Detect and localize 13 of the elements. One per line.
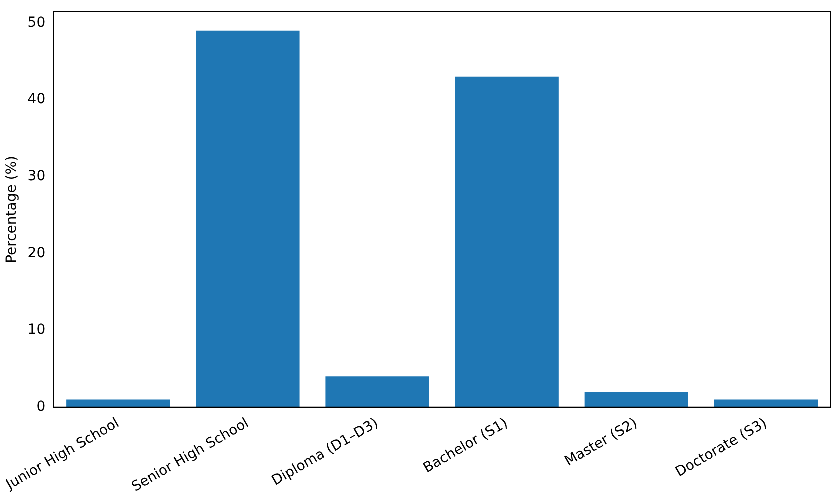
bar	[196, 30, 300, 408]
y-tick-label: 30	[28, 168, 46, 184]
bar	[326, 376, 430, 408]
y-tick-label: 40	[28, 92, 46, 108]
y-tick-label: 50	[28, 14, 46, 31]
bar	[714, 400, 818, 408]
bar	[584, 392, 688, 408]
bar	[455, 76, 559, 408]
bar	[66, 400, 170, 408]
y-tick-label: 20	[28, 245, 46, 262]
y-axis-title: Percentage (%)	[4, 156, 20, 264]
y-tick-label: 10	[28, 322, 46, 338]
y-tick-label: 0	[36, 399, 46, 416]
